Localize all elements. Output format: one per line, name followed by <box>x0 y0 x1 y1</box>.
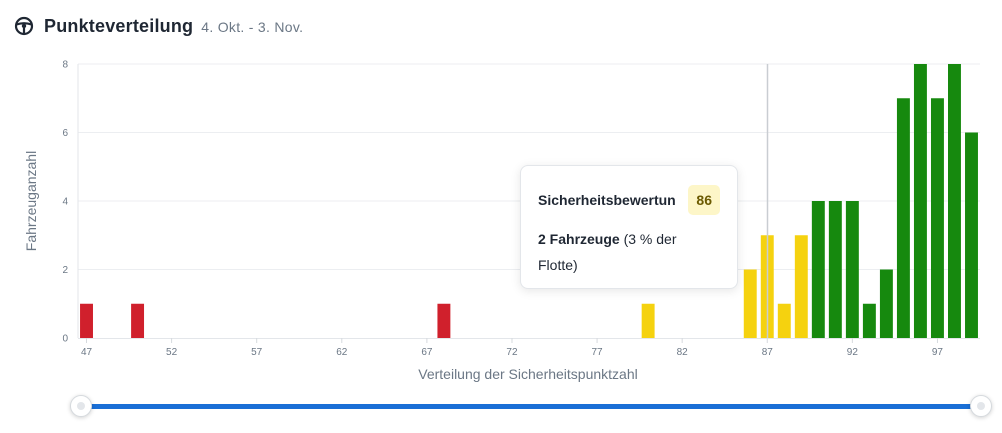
range-slider[interactable] <box>70 392 992 422</box>
bar-score-95[interactable] <box>896 98 910 338</box>
chart-tooltip: Sicherheitsbewertun 86 2 Fahrzeuge (3 % … <box>520 165 738 289</box>
x-tick-label: 92 <box>847 347 859 358</box>
x-axis-title: Verteilung der Sicherheitspunktzahl <box>418 366 637 382</box>
y-tick-label: 6 <box>62 128 68 139</box>
x-tick-label: 87 <box>762 347 774 358</box>
bar-score-97[interactable] <box>930 98 944 338</box>
bar-score-50[interactable] <box>131 303 145 338</box>
bar-score-91[interactable] <box>828 201 842 338</box>
bar-score-98[interactable] <box>948 64 961 338</box>
x-tick-label: 82 <box>677 347 689 358</box>
bar-score-47[interactable] <box>80 303 93 338</box>
y-axis-ticks: 0 2 4 6 8 <box>62 60 68 345</box>
tooltip-share-cont: Flotte) <box>538 257 578 273</box>
y-axis-title: Fahrzeuganzahl <box>23 151 39 251</box>
bar-score-88[interactable] <box>777 303 791 338</box>
x-tick-label: 77 <box>592 347 604 358</box>
bar-score-86[interactable] <box>743 269 757 339</box>
date-range: 4. Okt. - 3. Nov. <box>201 19 304 35</box>
bar-score-80[interactable] <box>641 303 655 338</box>
chart-header: Punkteverteilung 4. Okt. - 3. Nov. <box>14 12 303 40</box>
y-tick-label: 8 <box>62 60 68 71</box>
range-slider-track[interactable] <box>82 404 980 409</box>
x-tick-label: 57 <box>251 347 263 358</box>
tooltip-share: (3 % der <box>619 231 677 247</box>
tooltip-count: 2 Fahrzeuge <box>538 231 620 247</box>
bar-score-92[interactable] <box>845 201 859 338</box>
bar-score-93[interactable] <box>862 303 876 338</box>
page-title: Punkteverteilung <box>44 15 194 36</box>
x-tick-label: 97 <box>932 347 944 358</box>
y-tick-label: 4 <box>62 197 68 208</box>
y-tick-label: 2 <box>62 265 68 276</box>
bar-score-94[interactable] <box>879 269 893 339</box>
x-tick-label: 62 <box>336 347 348 358</box>
y-tick-label: 0 <box>62 334 68 345</box>
bar-score-90[interactable] <box>811 201 825 338</box>
steering-wheel-icon <box>14 16 34 36</box>
x-axis-ticks: 47 52 57 62 67 72 77 82 87 92 97 <box>81 338 944 358</box>
bar-score-96[interactable] <box>913 64 927 338</box>
range-slider-min-handle[interactable] <box>70 395 92 417</box>
x-tick-label: 72 <box>506 347 518 358</box>
bar-score-89[interactable] <box>794 235 808 338</box>
bar-score-99[interactable] <box>965 132 978 339</box>
x-tick-label: 67 <box>421 347 433 358</box>
tooltip-score-badge: 86 <box>688 185 720 215</box>
range-slider-max-handle[interactable] <box>970 395 992 417</box>
tooltip-label: Sicherheitsbewertun <box>538 192 676 208</box>
tooltip-detail: 2 Fahrzeuge (3 % der Flotte) <box>538 226 720 278</box>
bar-score-68[interactable] <box>437 303 451 338</box>
x-tick-label: 47 <box>81 347 93 358</box>
x-tick-label: 52 <box>166 347 178 358</box>
